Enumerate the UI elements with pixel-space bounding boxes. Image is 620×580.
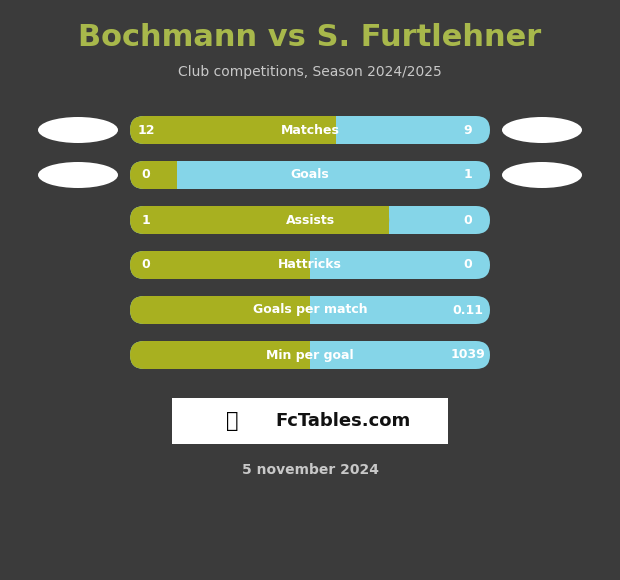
Bar: [296, 341, 310, 369]
Text: 0: 0: [141, 169, 151, 182]
FancyBboxPatch shape: [130, 341, 310, 369]
FancyBboxPatch shape: [130, 341, 490, 369]
Ellipse shape: [38, 162, 118, 188]
Text: Goals: Goals: [291, 169, 329, 182]
FancyBboxPatch shape: [130, 116, 490, 144]
Text: Matches: Matches: [281, 124, 339, 136]
Bar: [296, 251, 310, 279]
Bar: [322, 116, 335, 144]
Bar: [172, 398, 448, 444]
FancyBboxPatch shape: [130, 161, 177, 189]
Bar: [296, 296, 310, 324]
Ellipse shape: [38, 117, 118, 143]
Text: Hattricks: Hattricks: [278, 259, 342, 271]
Text: Assists: Assists: [285, 213, 335, 227]
Bar: [163, 161, 177, 189]
Text: 0: 0: [464, 213, 472, 227]
Text: Club competitions, Season 2024/2025: Club competitions, Season 2024/2025: [178, 65, 442, 79]
Bar: [375, 206, 389, 234]
Text: 1: 1: [141, 213, 151, 227]
FancyBboxPatch shape: [130, 116, 335, 144]
Text: 0.11: 0.11: [453, 303, 484, 317]
FancyBboxPatch shape: [130, 296, 310, 324]
FancyBboxPatch shape: [130, 251, 310, 279]
Text: 5 november 2024: 5 november 2024: [242, 463, 378, 477]
FancyBboxPatch shape: [130, 206, 389, 234]
Text: Goals per match: Goals per match: [253, 303, 367, 317]
Text: FcTables.com: FcTables.com: [275, 412, 410, 430]
FancyBboxPatch shape: [130, 296, 490, 324]
Text: 📈: 📈: [226, 411, 239, 431]
FancyBboxPatch shape: [130, 251, 490, 279]
Text: Min per goal: Min per goal: [266, 349, 354, 361]
Text: 1: 1: [464, 169, 472, 182]
Text: Bochmann vs S. Furtlehner: Bochmann vs S. Furtlehner: [78, 24, 542, 53]
Text: 9: 9: [464, 124, 472, 136]
FancyBboxPatch shape: [130, 206, 490, 234]
Ellipse shape: [502, 117, 582, 143]
FancyBboxPatch shape: [130, 161, 490, 189]
Text: 0: 0: [464, 259, 472, 271]
Text: 0: 0: [141, 259, 151, 271]
Text: 1039: 1039: [451, 349, 485, 361]
Ellipse shape: [502, 162, 582, 188]
Text: 12: 12: [137, 124, 155, 136]
